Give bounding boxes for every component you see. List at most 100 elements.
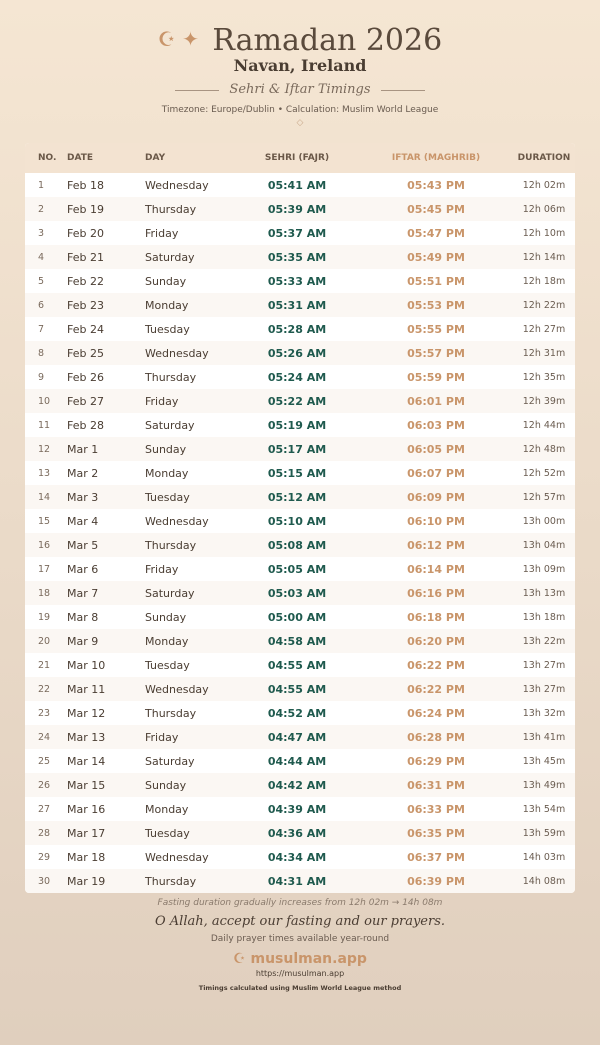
row-sehri: 04:39 AM	[267, 802, 327, 816]
row-duration: 12h 44m	[522, 419, 566, 431]
row-duration: 12h 02m	[522, 179, 566, 191]
row-iftar: 05:45 PM	[407, 202, 465, 216]
table-row: 5 Feb 22 Sunday 05:33 AM 05:51 PM 12h 18m	[25, 269, 575, 293]
table-row: 7 Feb 24 Tuesday 05:28 AM 05:55 PM 12h 27m	[25, 317, 575, 341]
row-no: 27	[38, 803, 51, 815]
row-duration: 14h 08m	[522, 875, 566, 887]
table-row: 16 Mar 5 Thursday 05:08 AM 06:12 PM 13h 04m	[25, 533, 575, 557]
row-no: 3	[38, 227, 45, 239]
row-iftar: 05:43 PM	[407, 178, 465, 192]
row-date: Mar 18	[67, 850, 106, 864]
timezone-info: Timezone: Europe/Dublin • Calculation: M…	[161, 105, 439, 115]
row-date: Mar 2	[67, 466, 99, 480]
row-no: 6	[38, 299, 45, 311]
page-title: ☪ ✦ Ramadan 2026	[0, 22, 600, 58]
duration-note: Fasting duration gradually increases fro…	[157, 898, 443, 908]
row-sehri: 05:41 AM	[267, 178, 327, 192]
col-duration: DURATION	[517, 153, 571, 163]
row-date: Mar 12	[67, 706, 106, 720]
table-row: 30 Mar 19 Thursday 04:31 AM 06:39 PM 14h 08m	[25, 869, 575, 893]
col-date: DATE	[67, 153, 94, 163]
row-duration: 13h 49m	[522, 779, 566, 791]
row-duration: 14h 03m	[522, 851, 566, 863]
credit: Timings calculated using Muslim World Le…	[198, 984, 402, 992]
row-duration: 13h 22m	[522, 635, 566, 647]
row-day: Monday	[145, 466, 189, 480]
row-no: 20	[38, 635, 51, 647]
row-duration: 12h 18m	[522, 275, 566, 287]
row-day: Friday	[145, 226, 179, 240]
row-day: Tuesday	[145, 826, 190, 840]
col-sehri: SEHRI (FAJR)	[264, 153, 330, 163]
table-row: 8 Feb 25 Wednesday 05:26 AM 05:57 PM 12h 31m	[25, 341, 575, 365]
table-header: NO. DATE DAY SEHRI (FAJR) IFTAR (MAGHRIB…	[25, 143, 575, 173]
row-duration: 13h 59m	[522, 827, 566, 839]
brand-url[interactable]: https://musulman.app	[255, 969, 345, 978]
row-duration: 12h 10m	[522, 227, 566, 239]
row-iftar: 06:24 PM	[407, 706, 465, 720]
row-iftar: 06:16 PM	[407, 586, 465, 600]
row-day: Wednesday	[145, 178, 209, 192]
row-sehri: 05:26 AM	[267, 346, 327, 360]
row-date: Feb 18	[67, 178, 104, 192]
row-iftar: 06:35 PM	[407, 826, 465, 840]
row-duration: 12h 57m	[522, 491, 566, 503]
row-no: 19	[38, 611, 51, 623]
row-duration: 13h 32m	[522, 707, 566, 719]
row-no: 18	[38, 587, 51, 599]
row-date: Feb 28	[67, 418, 104, 432]
row-no: 14	[38, 491, 51, 503]
brand-name: musulman.app	[250, 951, 367, 967]
brand[interactable]: ☪ musulman.app	[0, 950, 600, 968]
row-day: Monday	[145, 634, 189, 648]
row-iftar: 05:57 PM	[407, 346, 465, 360]
table-body: 1 Feb 18 Wednesday 05:41 AM 05:43 PM 12h 02m 2…	[25, 173, 575, 893]
row-date: Mar 3	[67, 490, 99, 504]
row-day: Friday	[145, 730, 179, 744]
row-iftar: 06:31 PM	[407, 778, 465, 792]
row-day: Wednesday	[145, 850, 209, 864]
row-sehri: 05:33 AM	[267, 274, 327, 288]
row-iftar: 06:05 PM	[407, 442, 465, 456]
row-duration: 13h 04m	[522, 539, 566, 551]
col-no: NO.	[38, 153, 57, 163]
row-iftar: 06:37 PM	[407, 850, 465, 864]
row-date: Mar 9	[67, 634, 99, 648]
row-day: Tuesday	[145, 658, 190, 672]
row-no: 28	[38, 827, 51, 839]
table-row: 3 Feb 20 Friday 05:37 AM 05:47 PM 12h 10m	[25, 221, 575, 245]
row-day: Tuesday	[145, 322, 190, 336]
col-day: DAY	[145, 153, 166, 163]
row-date: Mar 14	[67, 754, 106, 768]
row-date: Mar 10	[67, 658, 106, 672]
row-iftar: 06:03 PM	[407, 418, 465, 432]
row-date: Feb 25	[67, 346, 104, 360]
table-row: 13 Mar 2 Monday 05:15 AM 06:07 PM 12h 52m	[25, 461, 575, 485]
row-day: Sunday	[145, 610, 187, 624]
row-day: Wednesday	[145, 514, 209, 528]
row-day: Monday	[145, 802, 189, 816]
row-iftar: 06:29 PM	[407, 754, 465, 768]
row-day: Thursday	[145, 874, 197, 888]
footer: Fasting duration gradually increases fro…	[0, 897, 600, 993]
row-duration: 13h 54m	[522, 803, 566, 815]
row-day: Saturday	[145, 418, 195, 432]
row-sehri: 05:10 AM	[267, 514, 327, 528]
row-day: Tuesday	[145, 490, 190, 504]
row-iftar: 06:01 PM	[407, 394, 465, 408]
row-no: 13	[38, 467, 51, 479]
row-sehri: 04:42 AM	[267, 778, 327, 792]
crescent-icon: ☪	[233, 951, 246, 967]
divider	[380, 89, 425, 91]
row-date: Mar 7	[67, 586, 99, 600]
dua: O Allah, accept our fasting and our pray…	[154, 914, 446, 929]
table-row: 19 Mar 8 Sunday 05:00 AM 06:18 PM 13h 18m	[25, 605, 575, 629]
row-date: Mar 17	[67, 826, 106, 840]
row-iftar: 05:55 PM	[407, 322, 465, 336]
row-sehri: 04:52 AM	[267, 706, 327, 720]
table-row: 14 Mar 3 Tuesday 05:12 AM 06:09 PM 12h 57m	[25, 485, 575, 509]
table-row: 23 Mar 12 Thursday 04:52 AM 06:24 PM 13h 32m	[25, 701, 575, 725]
row-duration: 12h 22m	[522, 299, 566, 311]
row-duration: 12h 52m	[522, 467, 566, 479]
table-row: 21 Mar 10 Tuesday 04:55 AM 06:22 PM 13h 27m	[25, 653, 575, 677]
